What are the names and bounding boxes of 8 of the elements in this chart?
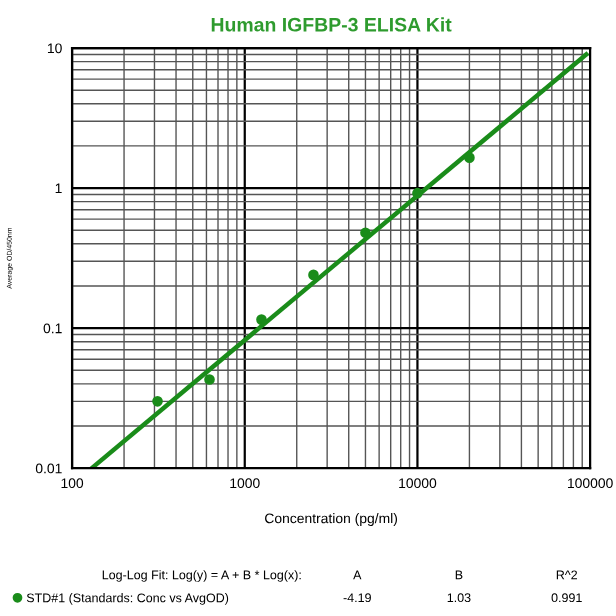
point [360,227,371,239]
point [152,396,163,407]
chart-title: Human IGFBP-3 ELISA Kit [211,17,452,32]
point [256,314,267,325]
point [204,374,215,385]
point [412,187,423,199]
point [464,152,475,163]
point [308,269,319,281]
